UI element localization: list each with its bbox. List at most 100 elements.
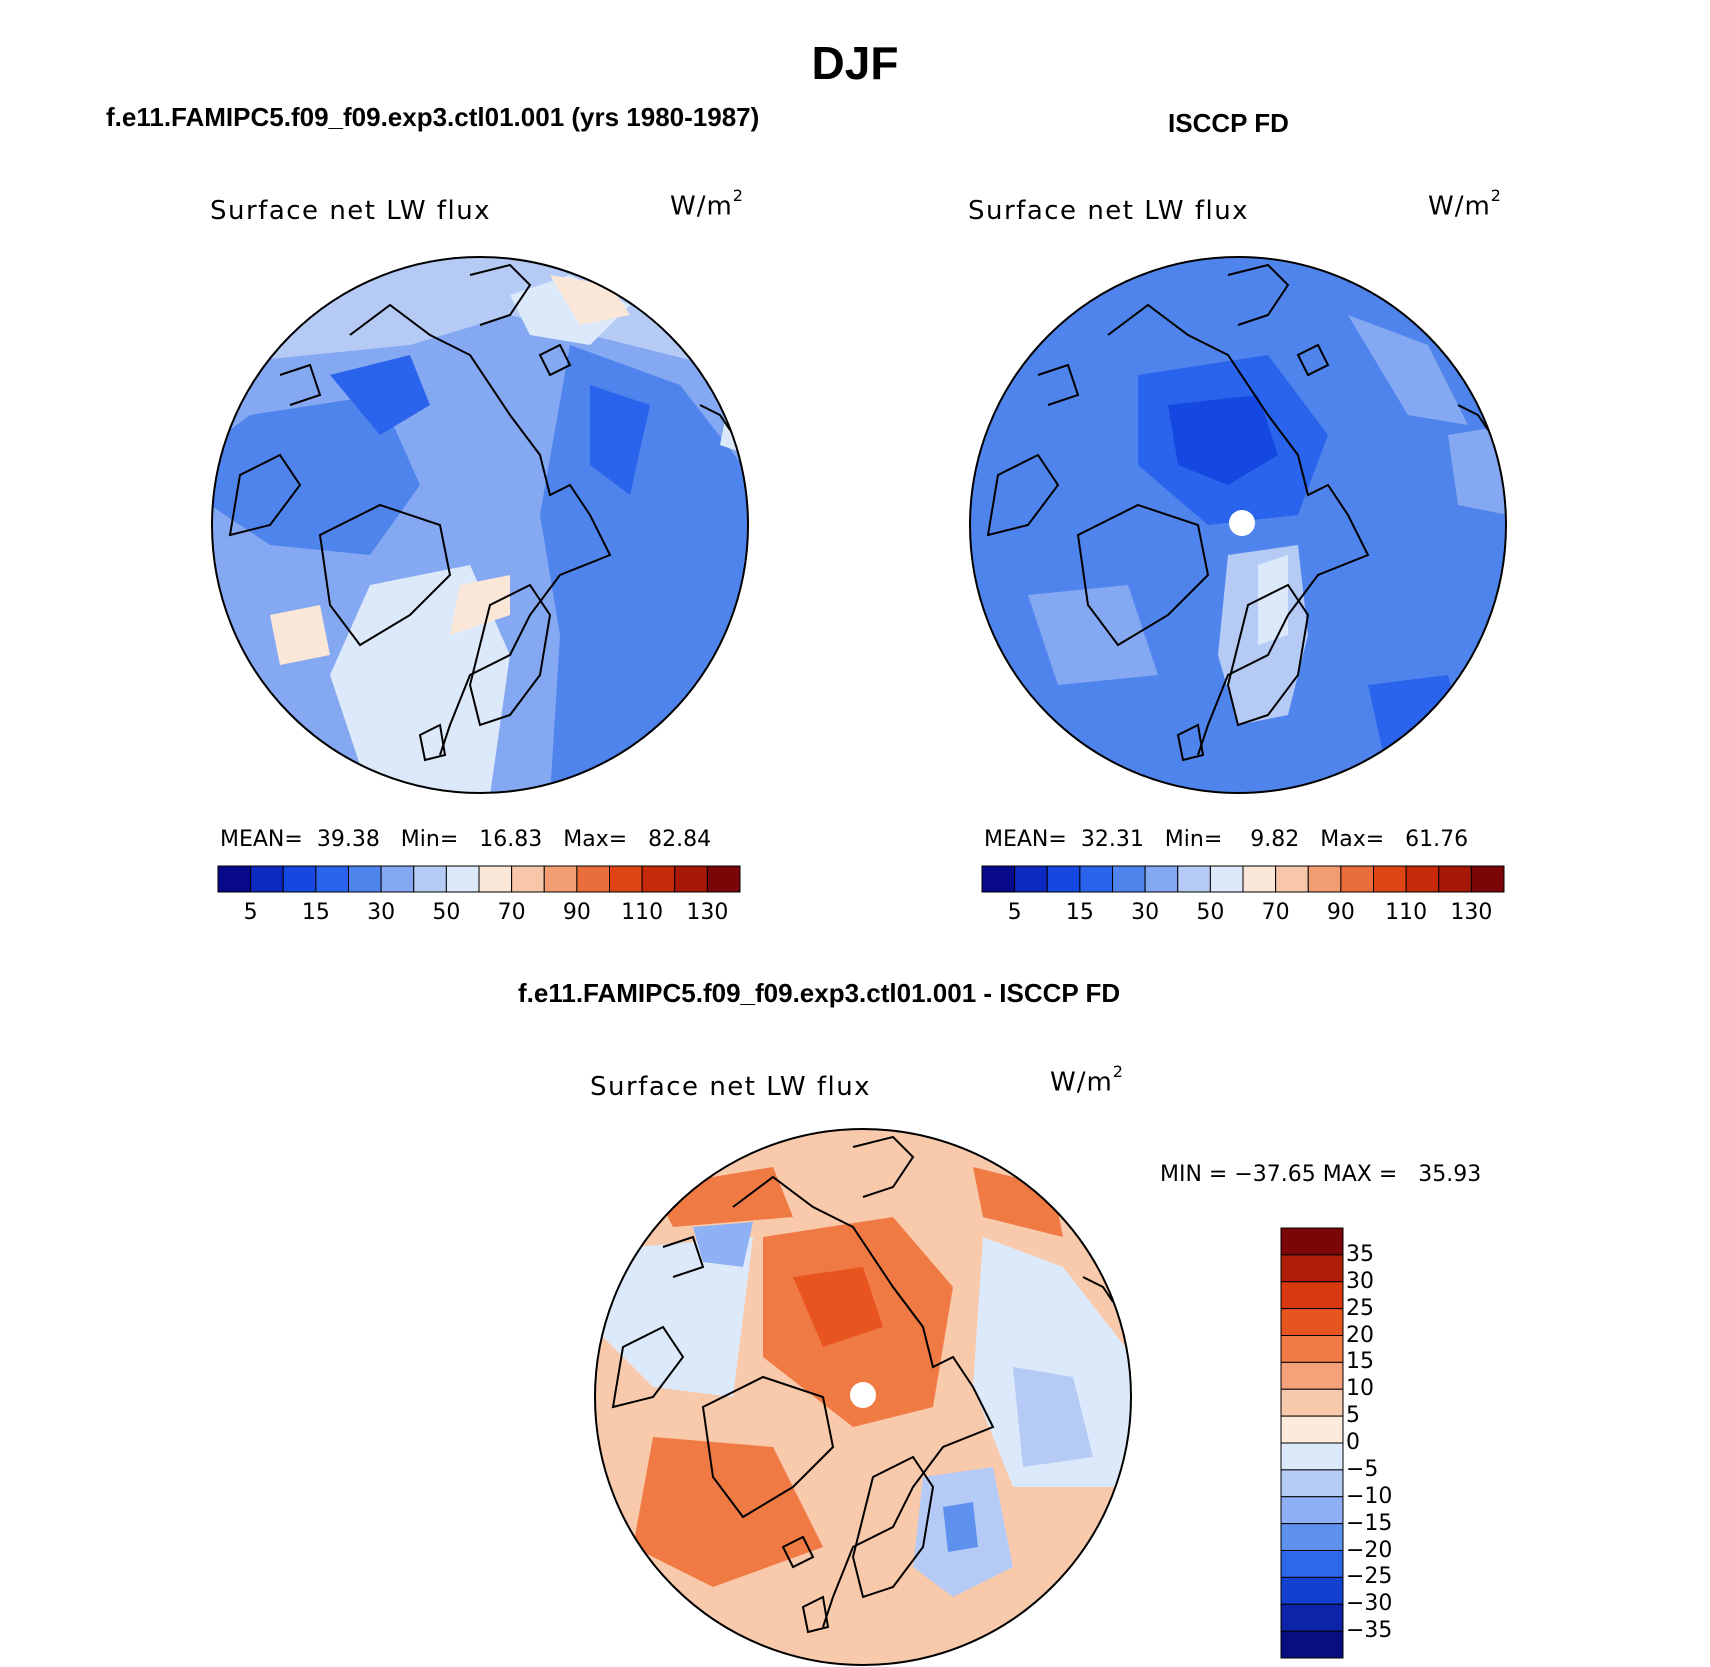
coastline — [349, 303, 612, 756]
model-polar-map — [211, 256, 749, 794]
colorbar-tick-label: 130 — [1450, 900, 1493, 925]
obs-polar-map — [969, 256, 1507, 794]
colorbar-tick-label: 70 — [1261, 900, 1290, 925]
map-field — [590, 385, 650, 495]
map-field — [212, 395, 420, 555]
colorbar-swatch — [1280, 1254, 1344, 1283]
coastline — [318, 503, 452, 647]
coastline — [852, 1135, 915, 1198]
colorbar-swatch — [1280, 1415, 1344, 1444]
coastline — [1457, 404, 1489, 431]
colorbar-tick-label: 50 — [432, 900, 461, 925]
colorbar-swatch — [282, 865, 317, 893]
diff-minmax: MIN = −37.65 MAX = 35.93 — [1160, 1162, 1482, 1187]
obs-case-title: ISCCP FD — [1168, 108, 1289, 138]
colorbar-swatch — [609, 865, 643, 893]
colorbar-tick-label: −25 — [1346, 1564, 1393, 1590]
map-field — [1448, 425, 1506, 515]
colorbar-swatch — [511, 865, 545, 893]
map-field — [653, 1167, 793, 1227]
obs-colorbar-labels: 5 15 30 50 70 90 110 130 — [982, 900, 1504, 930]
coastline — [469, 263, 532, 326]
colorbar-tick-label: 35 — [1346, 1241, 1374, 1267]
diff-colorbar-labels: 35 30 25 20 15 10 5 0 −5 −10 −15 −20 −25 −30 −35 — [1346, 1228, 1446, 1658]
diff-colorbar — [1280, 1227, 1344, 1659]
colorbar-tick-label: 15 — [301, 900, 330, 925]
diff-panel-title: Surface net LW flux — [590, 1072, 872, 1102]
map-field — [633, 1437, 823, 1587]
coastline — [279, 363, 322, 406]
page-title: DJF — [811, 37, 899, 89]
colorbar-swatch — [250, 865, 284, 893]
coastline — [611, 1325, 685, 1409]
colorbar-swatch — [1079, 865, 1113, 893]
coastline — [701, 1375, 835, 1519]
colorbar-tick-label: 70 — [497, 900, 526, 925]
map-field — [973, 1237, 1131, 1487]
map-field — [450, 575, 510, 635]
diff-units: W/m2 — [1050, 1062, 1124, 1098]
coastline — [228, 453, 302, 537]
colorbar-tick-label: −30 — [1346, 1591, 1393, 1617]
colorbar-swatch — [315, 865, 349, 893]
coastline — [732, 1175, 995, 1628]
coastline — [699, 404, 731, 431]
pole-hole — [850, 1382, 876, 1408]
model-panel-title: Surface net LW flux — [210, 196, 492, 226]
coastline — [1227, 263, 1290, 326]
map-field — [1013, 1367, 1093, 1467]
diff-polar-map — [594, 1128, 1132, 1666]
coastline — [1226, 583, 1310, 727]
pole-hole — [1229, 510, 1255, 536]
obs-stats: MEAN= 32.31 Min= 9.82 Max= 61.76 — [984, 827, 1469, 852]
coastline — [1107, 303, 1370, 756]
colorbar-swatch — [1280, 1361, 1344, 1390]
colorbar-swatch — [1340, 865, 1374, 893]
colorbar-swatch — [1280, 1496, 1344, 1525]
model-colorbar — [217, 865, 741, 893]
colorbar-swatch — [1280, 1603, 1344, 1632]
coastline — [1082, 1276, 1114, 1303]
colorbar-swatch — [1280, 1523, 1344, 1551]
obs-colorbar — [981, 865, 1505, 893]
colorbar-tick-label: 10 — [1346, 1376, 1374, 1402]
colorbar-swatch — [1280, 1281, 1344, 1310]
map-field — [1028, 585, 1158, 685]
colorbar-swatch — [1280, 1630, 1344, 1659]
colorbar-tick-label: 90 — [1326, 900, 1355, 925]
colorbar-tick-label: −35 — [1346, 1618, 1393, 1644]
colorbar-swatch — [981, 865, 1016, 893]
colorbar-swatch — [445, 865, 480, 893]
colorbar-swatch — [1046, 865, 1081, 893]
colorbar-tick-label: 5 — [1007, 900, 1022, 925]
colorbar-tick-label: −20 — [1346, 1537, 1393, 1563]
colorbar-swatch — [1242, 865, 1277, 893]
colorbar-tick-label: 25 — [1346, 1295, 1374, 1321]
model-units: W/m2 — [670, 186, 744, 222]
coastline — [662, 1235, 705, 1278]
model-case-title: f.e11.FAMIPC5.f09_f09.exp3.ctl01.001 (yr… — [106, 102, 760, 132]
colorbar-swatch — [1280, 1308, 1344, 1336]
colorbar-tick-label: 30 — [367, 900, 396, 925]
coastline — [851, 1455, 935, 1599]
diff-case-title: f.e11.FAMIPC5.f09_f09.exp3.ctl01.001 - I… — [518, 978, 1121, 1008]
colorbar-tick-label: 110 — [621, 900, 664, 925]
colorbar-swatch — [1112, 865, 1146, 893]
colorbar-swatch — [1280, 1576, 1344, 1605]
colorbar-swatch — [1280, 1442, 1344, 1471]
colorbar-tick-label: 5 — [1346, 1403, 1360, 1429]
colorbar-swatch — [576, 865, 610, 893]
colorbar-swatch — [1177, 865, 1211, 893]
colorbar-swatch — [543, 865, 578, 893]
coastline — [801, 1595, 830, 1634]
coastline — [1037, 363, 1080, 406]
colorbar-swatch — [217, 865, 252, 893]
map-field — [1258, 555, 1288, 645]
map-field — [1168, 395, 1278, 485]
colorbar-swatch — [1209, 865, 1244, 893]
coastline — [418, 723, 447, 762]
colorbar-swatch — [1280, 1469, 1344, 1498]
colorbar-swatch — [1144, 865, 1179, 893]
colorbar-tick-label: 0 — [1346, 1430, 1360, 1455]
colorbar-swatch — [413, 865, 447, 893]
